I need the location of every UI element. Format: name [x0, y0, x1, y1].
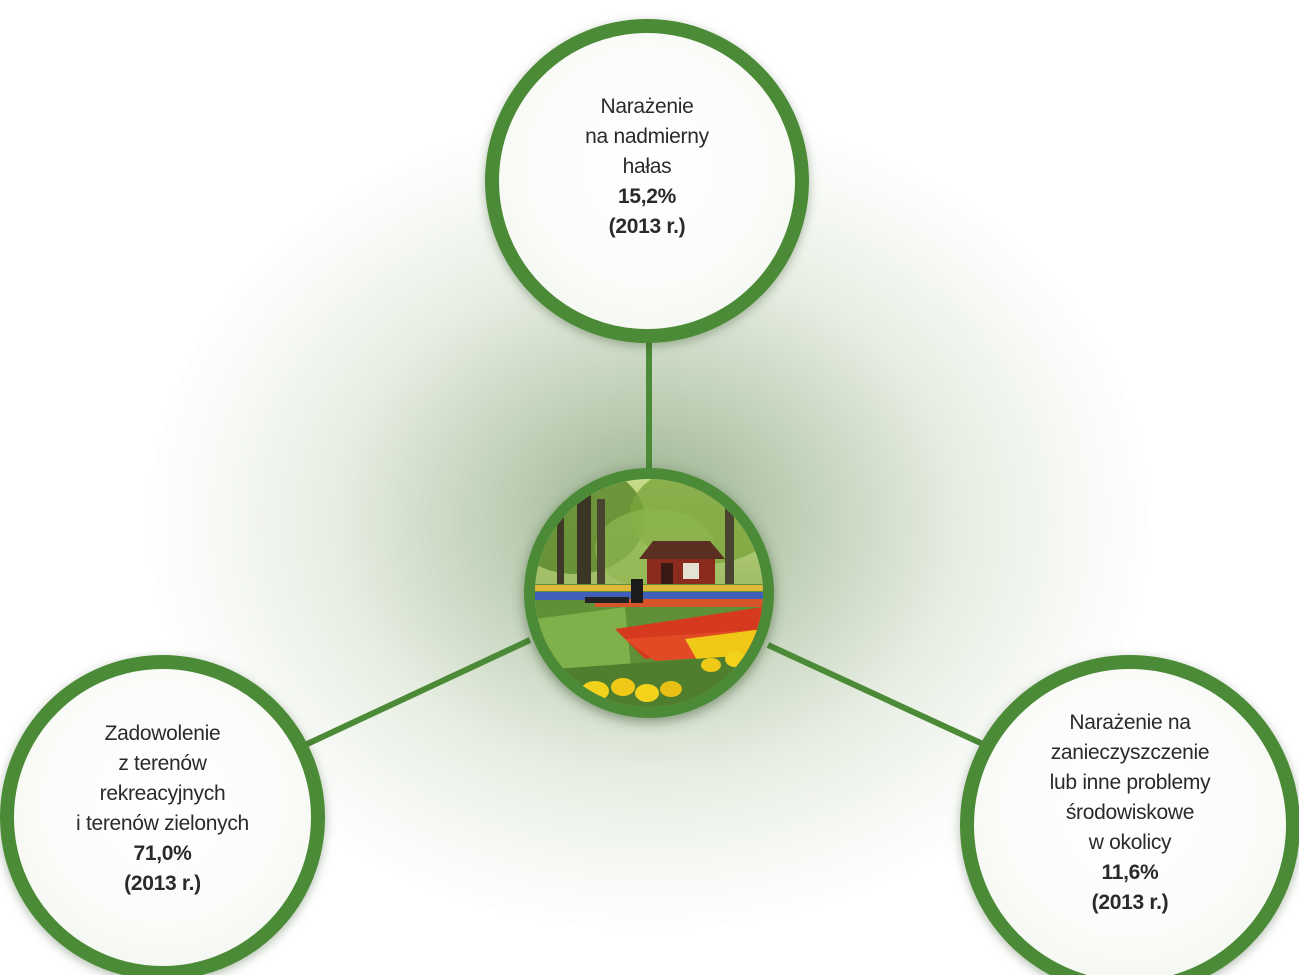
node-right-line-1: Narażenie na	[1069, 711, 1191, 734]
node-green-areas-satisfaction-text: Zadowolenie z terenów rekreacyjnych i te…	[76, 719, 249, 899]
node-noise-exposure: Narażenie na nadmierny hałas 15,2% (2013…	[485, 19, 809, 343]
node-right-value: 11,6%	[1101, 861, 1159, 884]
node-top-line-2: na nadmierny	[585, 125, 709, 148]
node-left-line-1: Zadowolenie	[104, 721, 221, 745]
node-top-value: 15,2%	[617, 185, 677, 208]
park-scene-illustration	[535, 479, 763, 707]
node-left-year: (2013 r.)	[124, 871, 201, 895]
node-right-line-4: środowiskowe	[1065, 801, 1195, 824]
node-pollution-exposure-text: Narażenie na zanieczyszczenie lub inne p…	[1050, 708, 1211, 918]
node-left-value: 71,0%	[133, 841, 192, 865]
node-right-year: (2013 r.)	[1091, 891, 1169, 914]
node-green-areas-satisfaction: Zadowolenie z terenów rekreacyjnych i te…	[0, 655, 325, 975]
node-top-line-1: Narażenie	[600, 95, 694, 118]
node-left-line-3: rekreacyjnych	[99, 781, 226, 805]
node-left-line-2: z terenów	[118, 751, 207, 775]
node-noise-exposure-text: Narażenie na nadmierny hałas 15,2% (2013…	[585, 92, 709, 242]
connector-right	[766, 642, 987, 748]
node-left-line-4: i terenów zielonych	[76, 811, 249, 835]
node-right-line-5: w okolicy	[1088, 831, 1172, 854]
connector-left	[303, 637, 532, 748]
center-park-photo	[524, 468, 774, 718]
node-pollution-exposure: Narażenie na zanieczyszczenie lub inne p…	[960, 655, 1299, 975]
node-right-line-2: zanieczyszczenie	[1050, 741, 1210, 764]
node-top-year: (2013 r.)	[608, 215, 686, 238]
node-right-line-3: lub inne problemy	[1049, 771, 1211, 794]
node-top-line-3: hałas	[622, 155, 672, 178]
